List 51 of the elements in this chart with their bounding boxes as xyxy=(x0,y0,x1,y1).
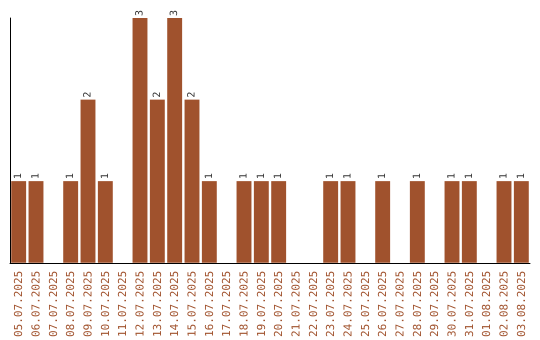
x-tick-label: 31.07.2025 xyxy=(462,270,476,338)
data-label: 2 xyxy=(82,92,94,98)
data-label: 1 xyxy=(446,173,458,180)
x-tick-label: 26.07.2025 xyxy=(376,270,390,338)
data-label: 1 xyxy=(273,173,284,180)
x-tick-label: 29.07.2025 xyxy=(428,270,442,338)
x-tick-label: 23.07.2025 xyxy=(324,270,338,338)
data-label: 1 xyxy=(13,173,24,180)
data-label: 2 xyxy=(152,92,163,98)
x-tick-label: 16.07.2025 xyxy=(202,270,216,338)
data-label: 1 xyxy=(238,173,250,180)
x-tick-label: 14.07.2025 xyxy=(168,270,182,338)
x-tick-label: 02.08.2025 xyxy=(498,270,510,338)
data-label: 1 xyxy=(325,173,336,180)
x-tick-label: 03.08.2025 xyxy=(514,270,528,338)
x-tick-label: 27.07.2025 xyxy=(394,270,406,338)
x-tick-label: 18.07.2025 xyxy=(238,270,250,338)
x-tick-label: 25.07.2025 xyxy=(358,270,372,338)
x-tick-label: 30.07.2025 xyxy=(446,270,458,338)
x-tick-label: 06.07.2025 xyxy=(30,270,42,338)
data-label: 3 xyxy=(134,10,146,16)
x-tick-label: 09.07.2025 xyxy=(82,270,94,338)
x-tick-label: 12.07.2025 xyxy=(134,270,146,338)
data-label: 1 xyxy=(204,173,215,180)
data-label: 1 xyxy=(516,173,527,180)
data-label: 1 xyxy=(100,173,111,180)
x-tick-label: 17.07.2025 xyxy=(220,270,234,338)
data-label: 1 xyxy=(65,173,76,180)
x-tick-label: 15.07.2025 xyxy=(186,270,198,338)
x-tick-label: 28.07.2025 xyxy=(410,270,424,338)
data-label: 1 xyxy=(377,173,388,180)
data-label: 2 xyxy=(186,92,198,98)
x-tick-label: 11.07.2025 xyxy=(116,270,130,338)
x-tick-label: 19.07.2025 xyxy=(254,270,268,338)
x-tick-label: 22.07.2025 xyxy=(306,270,320,338)
x-tick-label: 20.07.2025 xyxy=(272,270,286,338)
data-label: 1 xyxy=(342,173,354,180)
x-tick-label: 01.08.2025 xyxy=(480,270,494,338)
data-label: 1 xyxy=(412,173,423,180)
x-tick-label: 10.07.2025 xyxy=(98,270,112,338)
data-label: 1 xyxy=(498,173,510,180)
x-tick-label: 21.07.2025 xyxy=(290,270,302,338)
x-tick-label: 24.07.2025 xyxy=(342,270,354,338)
x-tick-label: 07.07.2025 xyxy=(46,270,60,338)
data-label: 1 xyxy=(464,173,475,180)
x-tick-label: 13.07.2025 xyxy=(150,270,164,338)
data-label: 1 xyxy=(30,173,42,180)
data-label: 3 xyxy=(169,10,180,16)
data-label: 1 xyxy=(256,173,267,180)
x-tick-label: 08.07.2025 xyxy=(64,270,78,338)
x-tick-label: 05.07.2025 xyxy=(12,270,26,338)
